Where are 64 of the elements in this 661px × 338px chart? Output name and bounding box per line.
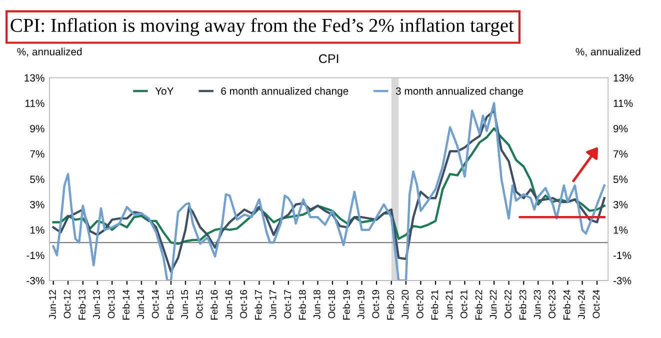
x-tick-label: Jun-13 — [93, 290, 100, 320]
x-tick-label: Oct-23 — [548, 290, 556, 318]
x-tick-label: Jun-15 — [181, 290, 188, 320]
x-tick-label: Oct-16 — [240, 290, 247, 318]
y-tick-label: 11% — [25, 100, 44, 107]
x-tick-label: Jun-14 — [137, 290, 144, 320]
y2-tick-label: 9% — [613, 124, 628, 132]
x-tick-label: Feb-22 — [475, 290, 482, 320]
y-tick-label: 9% — [30, 124, 44, 132]
x-tick-label: Oct-21 — [460, 290, 468, 318]
y2-tick-label: -1% — [613, 252, 632, 260]
y-tick-label: 7% — [30, 150, 44, 158]
x-tick-label: Feb-13 — [78, 290, 86, 320]
y-tick-label: 3% — [30, 200, 44, 208]
y2-axis-title: %, annualized — [576, 48, 640, 57]
line-series — [52, 127, 606, 245]
x-tick-label: Oct-24 — [592, 290, 600, 318]
y-tick-label: 13% — [24, 74, 44, 82]
x-tick-label: Oct-19 — [372, 290, 380, 318]
y2-tick-label: 3% — [613, 200, 628, 208]
y2-tick-label: 11% — [614, 100, 633, 107]
legend-label: 3 month annualized change — [396, 87, 524, 97]
y2-tick-label: 13% — [614, 74, 634, 82]
x-tick-label: Oct-22 — [504, 290, 512, 318]
x-tick-label: Oct-17 — [284, 290, 292, 318]
x-tick-label: Feb-20 — [386, 290, 394, 320]
x-tick-label: Jun-19 — [358, 290, 364, 320]
x-tick-label: Jun-24 — [578, 290, 585, 320]
y2-tick-label: -3% — [613, 277, 632, 284]
x-tick-label: Oct-13 — [108, 290, 115, 318]
x-tick-label: Jun-18 — [313, 290, 320, 320]
y2-tick-label: 1% — [614, 226, 628, 234]
x-tick-label: Jun-12 — [49, 290, 56, 320]
x-tick-label: Feb-24 — [563, 290, 570, 320]
y2-tick-label: 5% — [613, 176, 628, 184]
y-tick-label: 1% — [30, 226, 44, 234]
x-tick-label: Oct-15 — [196, 290, 203, 318]
x-tick-label: Feb-14 — [122, 290, 130, 320]
x-tick-label: Feb-17 — [254, 290, 262, 320]
y-tick-label: 5% — [30, 176, 44, 184]
x-tick-label: Feb-21 — [431, 290, 438, 320]
x-tick-label: Jun-21 — [446, 290, 453, 320]
x-tick-label: Oct-12 — [64, 290, 71, 318]
legend-label: 6 month annualized change — [221, 87, 348, 97]
y-tick-label: -3% — [26, 277, 44, 284]
x-tick-label: Feb-16 — [210, 290, 218, 320]
chart-subtitle: CPI — [319, 54, 338, 64]
x-tick-label: Feb-23 — [519, 290, 526, 320]
legend-label: YoY — [155, 87, 174, 95]
x-tick-label: Oct-20 — [416, 290, 424, 318]
x-tick-label: Jun-16 — [225, 290, 232, 320]
y-axis-title: %, annualized — [17, 48, 82, 57]
x-tick-label: Oct-18 — [328, 290, 336, 318]
x-tick-label: Feb-19 — [342, 290, 350, 320]
x-tick-label: Jun-23 — [534, 290, 541, 320]
x-tick-label: Feb-18 — [298, 290, 306, 320]
x-tick-label: Jun-20 — [402, 290, 409, 320]
y2-tick-label: 7% — [614, 150, 628, 158]
x-tick-label: Jun-17 — [270, 290, 276, 320]
x-tick-label: Feb-15 — [166, 290, 174, 320]
x-tick-label: Oct-14 — [152, 290, 159, 318]
chart-title: CPI: Inflation is moving away from the Fed’s 2% inflation target — [10, 18, 514, 36]
y-tick-label: -1% — [26, 252, 44, 260]
x-tick-label: Jun-22 — [490, 290, 497, 320]
